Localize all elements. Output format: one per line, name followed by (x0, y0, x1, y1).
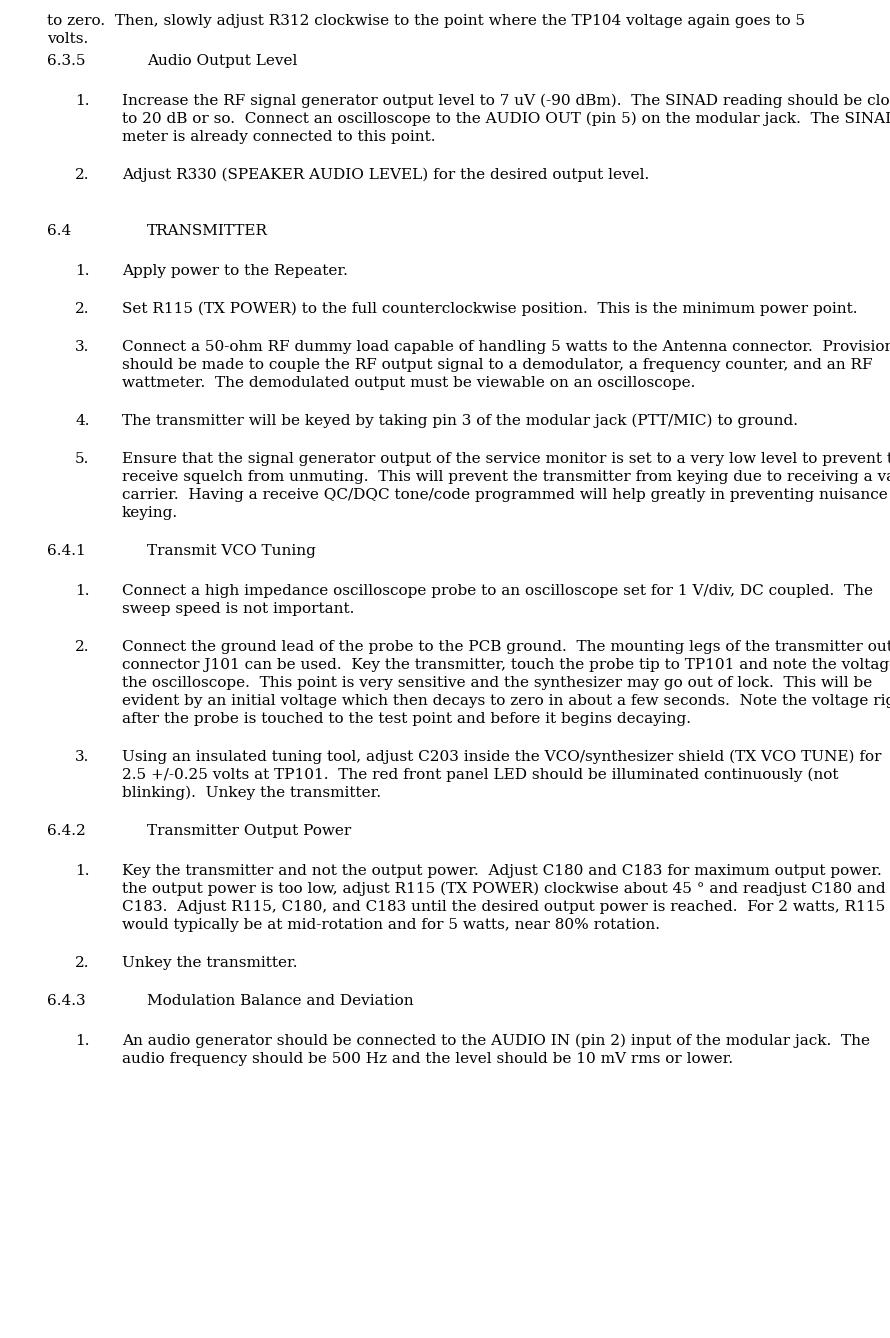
Text: carrier.  Having a receive QC/DQC tone/code programmed will help greatly in prev: carrier. Having a receive QC/DQC tone/co… (122, 488, 887, 502)
Text: audio frequency should be 500 Hz and the level should be 10 mV rms or lower.: audio frequency should be 500 Hz and the… (122, 1052, 733, 1066)
Text: to 20 dB or so.  Connect an oscilloscope to the AUDIO OUT (pin 5) on the modular: to 20 dB or so. Connect an oscilloscope … (122, 112, 890, 126)
Text: 2.: 2. (75, 302, 90, 316)
Text: after the probe is touched to the test point and before it begins decaying.: after the probe is touched to the test p… (122, 712, 691, 727)
Text: 1.: 1. (75, 864, 90, 878)
Text: evident by an initial voltage which then decays to zero in about a few seconds. : evident by an initial voltage which then… (122, 694, 890, 708)
Text: connector J101 can be used.  Key the transmitter, touch the probe tip to TP101 a: connector J101 can be used. Key the tran… (122, 658, 890, 672)
Text: Connect the ground lead of the probe to the PCB ground.  The mounting legs of th: Connect the ground lead of the probe to … (122, 640, 890, 654)
Text: would typically be at mid-rotation and for 5 watts, near 80% rotation.: would typically be at mid-rotation and f… (122, 918, 660, 933)
Text: 2.: 2. (75, 169, 90, 182)
Text: Unkey the transmitter.: Unkey the transmitter. (122, 955, 297, 970)
Text: Adjust R330 (SPEAKER AUDIO LEVEL) for the desired output level.: Adjust R330 (SPEAKER AUDIO LEVEL) for th… (122, 169, 649, 182)
Text: should be made to couple the RF output signal to a demodulator, a frequency coun: should be made to couple the RF output s… (122, 359, 872, 372)
Text: Set R115 (TX POWER) to the full counterclockwise position.  This is the minimum : Set R115 (TX POWER) to the full counterc… (122, 302, 857, 316)
Text: The transmitter will be keyed by taking pin 3 of the modular jack (PTT/MIC) to g: The transmitter will be keyed by taking … (122, 413, 798, 428)
Text: Using an insulated tuning tool, adjust C203 inside the VCO/synthesizer shield (T: Using an insulated tuning tool, adjust C… (122, 751, 881, 764)
Text: sweep speed is not important.: sweep speed is not important. (122, 602, 354, 615)
Text: TRANSMITTER: TRANSMITTER (147, 223, 268, 238)
Text: 6.3.5: 6.3.5 (47, 54, 85, 68)
Text: Ensure that the signal generator output of the service monitor is set to a very : Ensure that the signal generator output … (122, 452, 890, 466)
Text: Key the transmitter and not the output power.  Adjust C180 and C183 for maximum : Key the transmitter and not the output p… (122, 864, 890, 878)
Text: Apply power to the Repeater.: Apply power to the Repeater. (122, 264, 348, 278)
Text: 2.: 2. (75, 955, 90, 970)
Text: meter is already connected to this point.: meter is already connected to this point… (122, 130, 435, 145)
Text: 2.5 +/-0.25 volts at TP101.  The red front panel LED should be illuminated conti: 2.5 +/-0.25 volts at TP101. The red fron… (122, 768, 838, 783)
Text: volts.: volts. (47, 32, 88, 45)
Text: Transmit VCO Tuning: Transmit VCO Tuning (147, 545, 316, 558)
Text: blinking).  Unkey the transmitter.: blinking). Unkey the transmitter. (122, 785, 381, 800)
Text: Audio Output Level: Audio Output Level (147, 54, 297, 68)
Text: 2.: 2. (75, 640, 90, 654)
Text: 6.4.3: 6.4.3 (47, 994, 85, 1008)
Text: 6.4.2: 6.4.2 (47, 824, 85, 838)
Text: receive squelch from unmuting.  This will prevent the transmitter from keying du: receive squelch from unmuting. This will… (122, 470, 890, 484)
Text: 1.: 1. (75, 264, 90, 278)
Text: wattmeter.  The demodulated output must be viewable on an oscilloscope.: wattmeter. The demodulated output must b… (122, 376, 695, 389)
Text: Increase the RF signal generator output level to 7 uV (-90 dBm).  The SINAD read: Increase the RF signal generator output … (122, 94, 890, 108)
Text: 4.: 4. (75, 413, 90, 428)
Text: keying.: keying. (122, 506, 178, 520)
Text: Modulation Balance and Deviation: Modulation Balance and Deviation (147, 994, 414, 1008)
Text: 3.: 3. (75, 340, 89, 355)
Text: 5.: 5. (75, 452, 89, 466)
Text: the output power is too low, adjust R115 (TX POWER) clockwise about 45 ° and rea: the output power is too low, adjust R115… (122, 882, 886, 896)
Text: 6.4: 6.4 (47, 223, 71, 238)
Text: 3.: 3. (75, 751, 89, 764)
Text: Transmitter Output Power: Transmitter Output Power (147, 824, 352, 838)
Text: 1.: 1. (75, 583, 90, 598)
Text: 6.4.1: 6.4.1 (47, 545, 85, 558)
Text: Connect a 50-ohm RF dummy load capable of handling 5 watts to the Antenna connec: Connect a 50-ohm RF dummy load capable o… (122, 340, 890, 355)
Text: the oscilloscope.  This point is very sensitive and the synthesizer may go out o: the oscilloscope. This point is very sen… (122, 676, 872, 690)
Text: 1.: 1. (75, 94, 90, 108)
Text: Connect a high impedance oscilloscope probe to an oscilloscope set for 1 V/div, : Connect a high impedance oscilloscope pr… (122, 583, 873, 598)
Text: 1.: 1. (75, 1034, 90, 1048)
Text: to zero.  Then, slowly adjust R312 clockwise to the point where the TP104 voltag: to zero. Then, slowly adjust R312 clockw… (47, 13, 805, 28)
Text: C183.  Adjust R115, C180, and C183 until the desired output power is reached.  F: C183. Adjust R115, C180, and C183 until … (122, 900, 886, 914)
Text: An audio generator should be connected to the AUDIO IN (pin 2) input of the modu: An audio generator should be connected t… (122, 1034, 870, 1049)
